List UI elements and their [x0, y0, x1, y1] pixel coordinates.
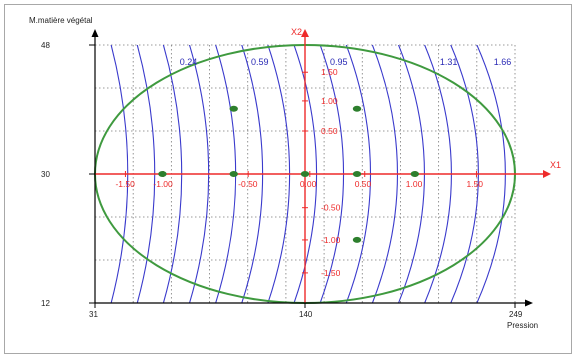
- x2-tick-label: 1.50: [321, 67, 338, 77]
- design-point: [352, 171, 362, 177]
- chart-frame: X1 X2 -1.50 -1.00 -0.50 0.00 0.50 1.00 1.50 1.50 1…: [4, 4, 572, 354]
- x1-axis-arrow: [543, 170, 551, 178]
- design-point: [229, 171, 238, 177]
- design-point: [229, 105, 238, 112]
- x2-tick-label: -0.50: [321, 203, 341, 213]
- x2-axis-label: X2: [291, 27, 302, 37]
- x2-tick-label: 0.50: [321, 126, 338, 136]
- contour-plot: X1 X2 -1.50 -1.00 -0.50 0.00 0.50 1.00 1.50 1.50 1…: [29, 16, 561, 330]
- x1-tick-label: 1.50: [466, 179, 483, 189]
- design-point: [158, 171, 167, 177]
- design-point: [410, 171, 420, 177]
- coded-axes: [95, 29, 551, 303]
- contour-value-label: 1.31: [440, 57, 458, 67]
- y-axis-title: M.matière végétal: [29, 16, 93, 25]
- design-point: [300, 171, 310, 177]
- contour-value-label: 0.24: [180, 57, 198, 67]
- x1-tick-label: 0.50: [355, 179, 372, 189]
- x1-tick-label: -1.00: [153, 179, 173, 189]
- x-tick-label: 140: [299, 310, 313, 319]
- x1-tick-label: -0.50: [238, 179, 258, 189]
- x2-tick-label: -1.50: [321, 268, 341, 278]
- design-points: [158, 105, 420, 243]
- x2-axis-arrow: [301, 29, 309, 37]
- design-point: [352, 236, 362, 243]
- axes: [89, 29, 533, 308]
- x-axis-arrow: [525, 299, 533, 307]
- x-tick-label: 31: [89, 310, 98, 319]
- x2-tick-label: -1.00: [321, 235, 341, 245]
- x1-tick-label: 1.00: [406, 179, 423, 189]
- y-tick-label: 30: [41, 170, 50, 179]
- y-tick-label: 12: [41, 299, 50, 308]
- design-point: [352, 105, 362, 112]
- contour-value-label: 0.59: [251, 57, 269, 67]
- x1-tick-label: -1.50: [115, 179, 135, 189]
- x1-axis-label: X1: [550, 160, 561, 170]
- y-axis-arrow: [91, 29, 99, 37]
- x-axis-title: Pression: [507, 321, 538, 330]
- contour-value-label: 0.95: [330, 57, 348, 67]
- contour-value-label: 1.66: [494, 57, 512, 67]
- x2-tick-label: 1.00: [321, 96, 338, 106]
- y-tick-label: 48: [41, 41, 50, 50]
- chart-labels: X1 X2 -1.50 -1.00 -0.50 0.00 0.50 1.00 1.50 1.50 1…: [29, 16, 561, 330]
- x1-tick-label: 0.00: [300, 179, 317, 189]
- x-tick-label: 249: [509, 310, 523, 319]
